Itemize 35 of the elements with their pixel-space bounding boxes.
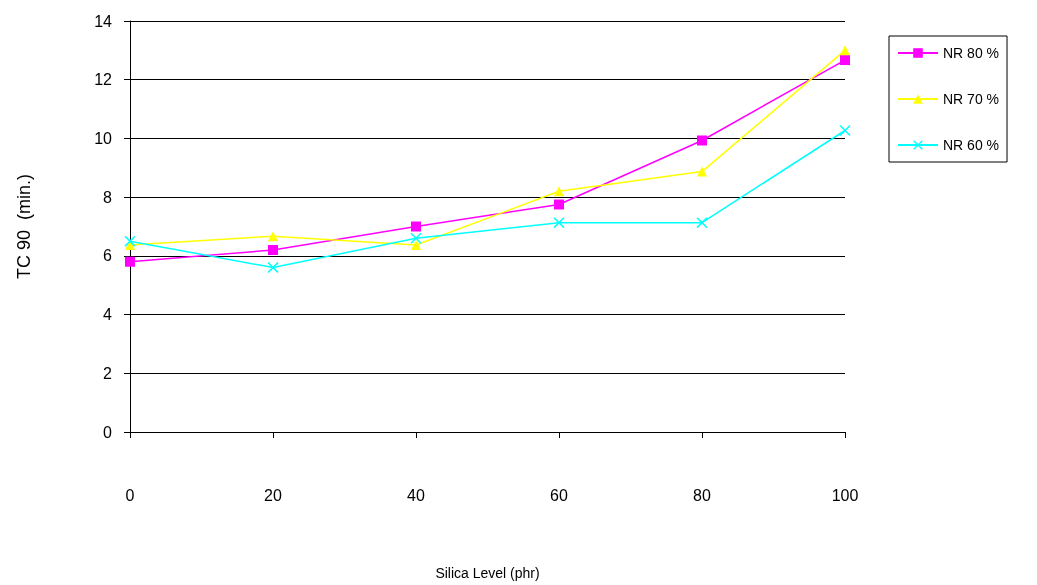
point <box>840 45 850 56</box>
point <box>268 244 278 255</box>
point <box>840 55 850 66</box>
x-tick-label: 20 <box>264 486 282 504</box>
point <box>697 135 707 146</box>
point <box>553 217 565 229</box>
y-tick-label: 2 <box>103 364 113 382</box>
y-tick-label: 14 <box>94 12 113 30</box>
point <box>268 231 278 242</box>
y-tick-label: 10 <box>94 129 113 147</box>
legend-label: NR 70 % <box>943 91 1000 107</box>
point <box>554 186 564 197</box>
y-tick-label: 4 <box>103 306 113 324</box>
point <box>697 166 707 177</box>
point <box>696 217 708 229</box>
y-tick-label: 6 <box>103 247 113 265</box>
point <box>124 235 136 247</box>
x-tick-label: 80 <box>693 486 711 504</box>
x-tick-label: 60 <box>550 486 568 504</box>
x-tick-label: 40 <box>407 486 425 504</box>
x-axis-title: Silica Level (phr) <box>435 565 540 581</box>
y-axis-title: TC 90 (min.) <box>14 173 34 280</box>
point <box>410 232 422 244</box>
x-tick-label: 100 <box>831 486 859 504</box>
y-tick-label: 12 <box>94 71 113 89</box>
y-tick-label: 8 <box>103 188 113 206</box>
point <box>554 199 564 210</box>
point <box>839 125 851 136</box>
x-tick-label: 0 <box>125 486 135 504</box>
point <box>267 262 279 274</box>
y-tick-label: 0 <box>103 423 113 441</box>
point <box>411 239 421 250</box>
legend-label: NR 60 % <box>943 137 1000 153</box>
legend-label: NR 80 % <box>943 45 1000 61</box>
point <box>411 221 421 232</box>
